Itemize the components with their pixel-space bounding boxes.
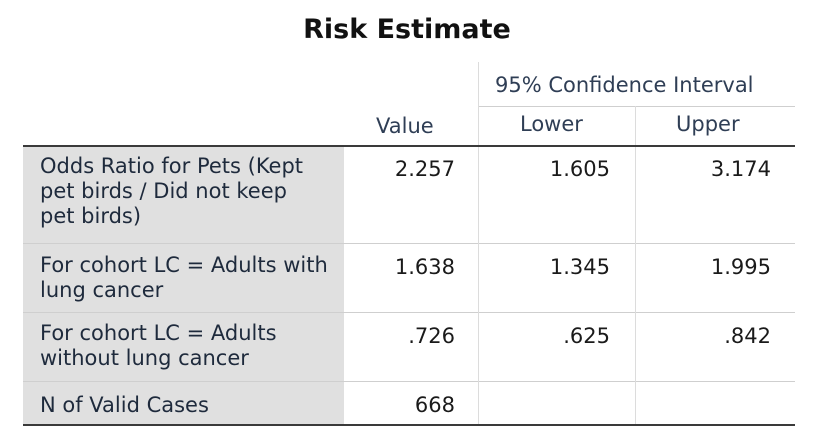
- body-divider-1: [478, 147, 479, 424]
- upper-header: Upper: [676, 112, 740, 136]
- value-cell: .726: [408, 324, 455, 348]
- lower-header: Lower: [520, 112, 583, 136]
- ci-header-underline: [478, 106, 795, 107]
- upper-cell: 3.174: [710, 157, 771, 181]
- ci-header: 95% Confidence Interval: [495, 73, 754, 97]
- lower-cell: 1.605: [549, 157, 610, 181]
- row-divider: [23, 381, 795, 382]
- header-rule: [23, 145, 795, 147]
- value-cell: 668: [414, 393, 455, 417]
- row-label-bg: [23, 244, 344, 312]
- header-divider-2: [635, 106, 636, 145]
- row-divider: [23, 312, 795, 313]
- row-label: For cohort LC = Adults with lung cancer: [40, 253, 328, 302]
- value-header: Value: [376, 114, 434, 138]
- row-label: Odds Ratio for Pets (Kept pet birds / Di…: [40, 154, 304, 228]
- header-divider-1: [478, 62, 479, 145]
- row-label-bg: [23, 147, 344, 243]
- lower-cell: 1.345: [549, 255, 610, 279]
- value-cell: 1.638: [394, 255, 455, 279]
- table-title: Risk Estimate: [303, 14, 511, 45]
- value-cell: 2.257: [394, 157, 455, 181]
- upper-cell: 1.995: [710, 255, 771, 279]
- body-divider-2: [635, 147, 636, 424]
- upper-cell: .842: [724, 324, 771, 348]
- row-label: N of Valid Cases: [40, 393, 209, 417]
- row-label-bg: [23, 313, 344, 381]
- bottom-rule: [23, 424, 795, 426]
- row-label: For cohort LC = Adults without lung canc…: [40, 321, 277, 370]
- row-label-bg: [23, 382, 344, 424]
- lower-cell: .625: [563, 324, 610, 348]
- row-divider: [23, 243, 795, 244]
